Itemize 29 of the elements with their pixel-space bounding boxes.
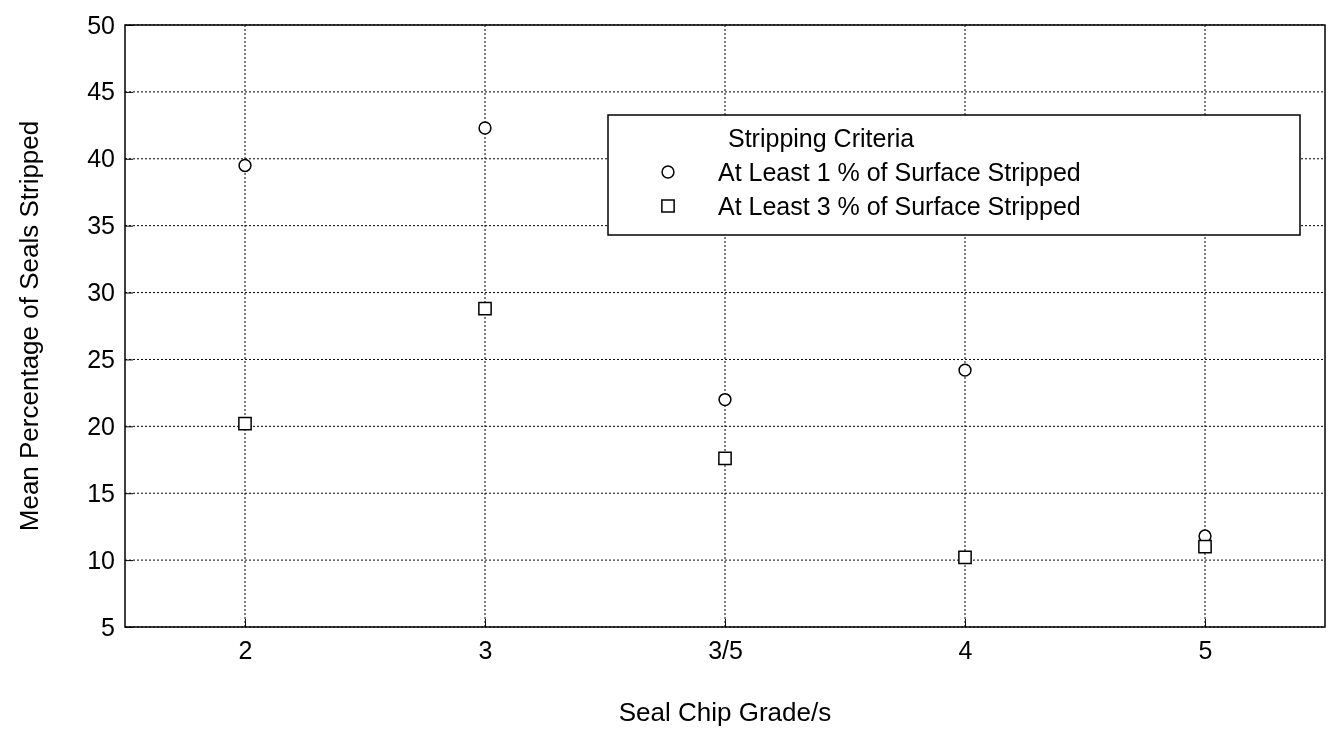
x-tick-label: 4 [958,635,973,664]
legend-label: At Least 3 % of Surface Stripped [718,192,1081,220]
y-tick-label: 50 [87,10,115,39]
x-tick-label: 2 [238,635,253,664]
y-tick-label: 20 [87,411,115,440]
y-tick-label: 30 [87,278,115,307]
point [958,363,972,377]
point [478,301,492,316]
legend-title: Stripping Criteria [728,124,915,152]
y-tick-label: 10 [87,545,115,574]
x-tick-label: 3 [478,635,493,664]
point [478,121,492,135]
legend-label: At Least 1 % of Surface Stripped [718,158,1081,186]
point [958,550,972,565]
x-tick-label: 3/5 [708,635,743,664]
y-axis-title: Mean Percentage of Seals Stripped [14,120,44,532]
y-tick-label: 15 [87,478,115,507]
point [718,451,732,466]
point [238,416,252,431]
x-axis-title: Seal Chip Grade/s [618,697,832,727]
point [1198,539,1212,554]
point [718,392,732,407]
y-tick-label: 25 [87,344,115,373]
y-tick-label: 40 [87,144,115,173]
y-tick-label: 35 [87,211,115,240]
point [238,158,252,173]
y-tick-label: 5 [101,612,115,641]
y-tick-label: 45 [87,77,115,106]
x-tick-label: 5 [1198,635,1213,664]
